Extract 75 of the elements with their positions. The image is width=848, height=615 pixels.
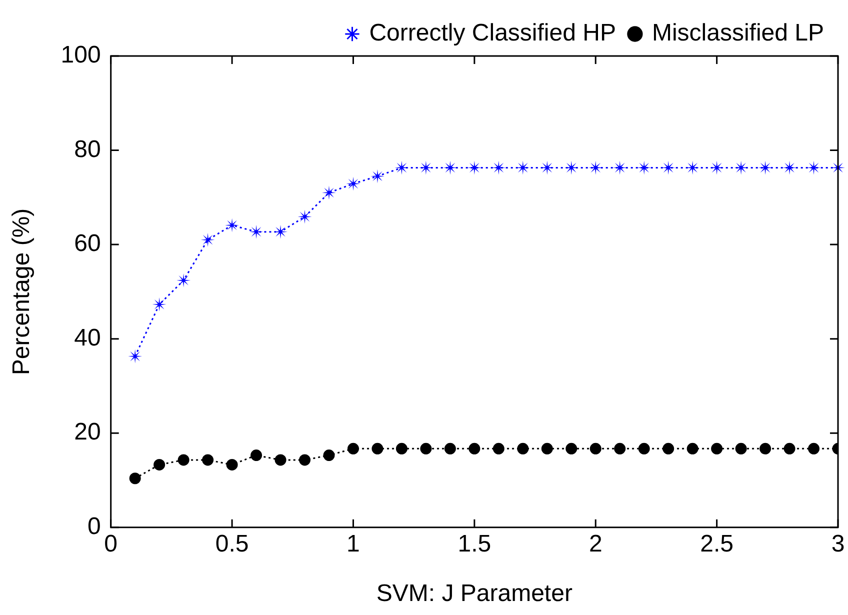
point	[372, 442, 384, 454]
point	[564, 160, 578, 175]
point	[541, 442, 553, 454]
x-tick-label: 2.5	[700, 530, 734, 558]
point	[760, 442, 772, 454]
point	[686, 442, 698, 454]
point	[734, 160, 748, 175]
point	[346, 176, 360, 191]
point	[202, 454, 214, 466]
point	[808, 442, 820, 454]
point	[225, 218, 240, 232]
x-tick-label: 2	[588, 530, 602, 558]
point	[249, 224, 264, 239]
point	[444, 442, 456, 454]
point	[662, 442, 674, 454]
point	[226, 458, 238, 470]
y-tick-label: 20	[74, 418, 101, 446]
point	[178, 454, 190, 466]
legend-label: Misclassified LP	[652, 20, 824, 47]
x-axis-title: SVM: J Parameter	[376, 580, 572, 608]
point	[298, 210, 312, 224]
point	[588, 160, 603, 175]
point	[540, 160, 554, 175]
legend-label: Correctly Classified HP	[369, 20, 616, 47]
y-axis-title: Percentage (%)	[8, 208, 36, 376]
point	[370, 169, 384, 184]
point	[711, 442, 723, 454]
point	[758, 160, 772, 175]
x-tick-label: 3	[831, 530, 845, 558]
y-tick-label: 60	[74, 230, 101, 258]
point	[566, 442, 578, 454]
point	[152, 297, 166, 312]
point	[517, 442, 529, 454]
point	[492, 442, 504, 454]
point	[612, 160, 627, 175]
y-tick-label: 40	[74, 324, 101, 352]
point	[274, 454, 286, 466]
point	[806, 160, 821, 175]
x-tick-label: 1	[346, 530, 360, 558]
point	[420, 442, 432, 454]
point	[176, 273, 191, 288]
point	[443, 160, 458, 175]
point	[347, 442, 359, 454]
point	[468, 442, 480, 454]
point	[250, 450, 262, 462]
x-tick-label: 0	[104, 530, 118, 558]
point	[394, 160, 409, 175]
y-tick-label: 80	[74, 136, 101, 163]
point	[492, 160, 506, 175]
point	[637, 160, 652, 175]
point	[467, 160, 482, 175]
point	[323, 450, 335, 462]
point	[129, 472, 141, 484]
x-tick-label: 0.5	[215, 530, 249, 558]
point	[396, 442, 408, 454]
x-tick-label: 1.5	[458, 530, 492, 558]
point	[516, 160, 530, 175]
point	[784, 442, 796, 454]
point	[128, 349, 142, 364]
point	[154, 458, 166, 470]
point	[299, 454, 310, 466]
point	[686, 160, 700, 175]
point	[710, 160, 724, 175]
point	[418, 160, 433, 175]
point	[200, 232, 215, 247]
point	[322, 186, 336, 200]
y-tick-label: 100	[60, 42, 101, 69]
y-tick-label: 0	[87, 513, 101, 540]
point	[735, 442, 747, 454]
point	[274, 224, 288, 239]
point	[782, 160, 797, 175]
point	[614, 442, 626, 454]
point	[638, 442, 650, 454]
point	[590, 442, 602, 454]
point	[661, 160, 676, 175]
